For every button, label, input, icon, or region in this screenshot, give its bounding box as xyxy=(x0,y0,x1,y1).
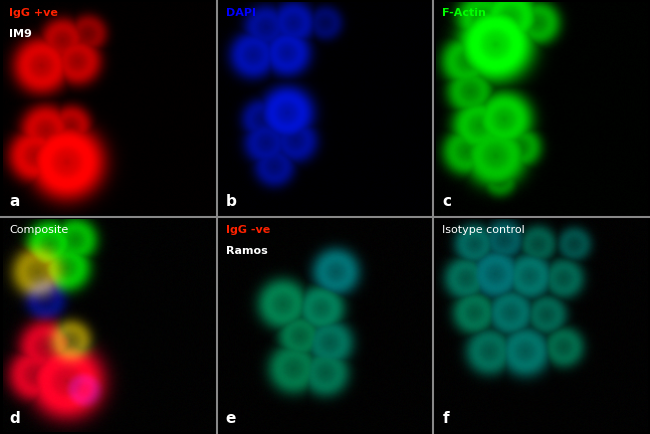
Text: DAPI: DAPI xyxy=(226,8,255,18)
Text: e: e xyxy=(226,411,236,426)
Text: IgG +ve: IgG +ve xyxy=(9,8,58,18)
Text: Ramos: Ramos xyxy=(226,247,267,256)
Text: IM9: IM9 xyxy=(9,30,32,39)
Text: b: b xyxy=(226,194,237,209)
Text: a: a xyxy=(9,194,20,209)
Text: F-Actin: F-Actin xyxy=(442,8,486,18)
Text: f: f xyxy=(442,411,449,426)
Text: c: c xyxy=(442,194,451,209)
Text: Composite: Composite xyxy=(9,225,68,235)
Text: IgG -ve: IgG -ve xyxy=(226,225,270,235)
Text: d: d xyxy=(9,411,20,426)
Text: Isotype control: Isotype control xyxy=(442,225,525,235)
